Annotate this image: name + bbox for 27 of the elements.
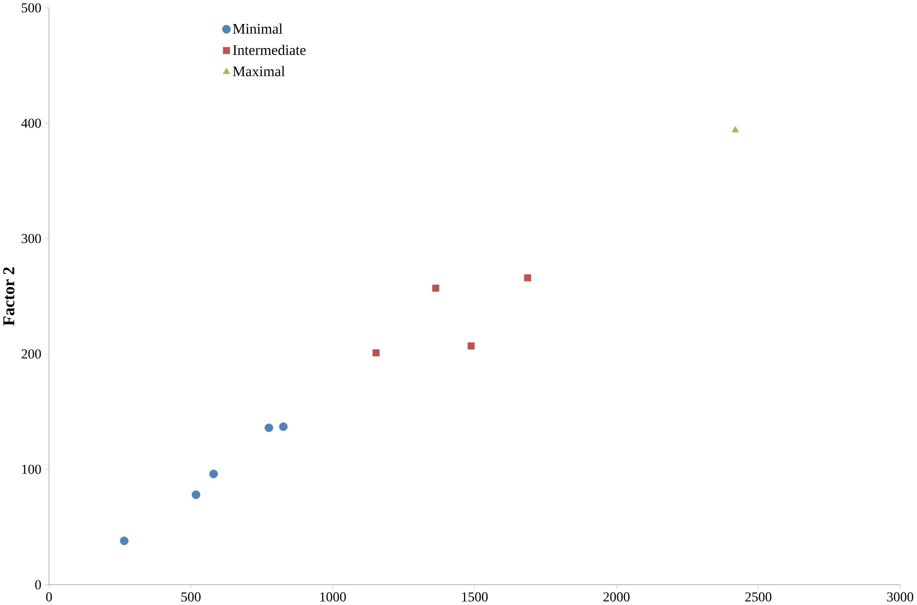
x-tick-label: 1000 — [320, 592, 346, 602]
y-tick-label: 100 — [22, 464, 41, 474]
point — [432, 284, 440, 292]
legend-label: Minimal — [232, 24, 282, 34]
point — [524, 274, 532, 282]
x-tick-label: 2000 — [603, 592, 630, 602]
legend-label: Maximal — [232, 66, 285, 76]
x-tick-label: 1500 — [462, 592, 488, 602]
y-tick-label: 400 — [21, 118, 41, 128]
y-tick-label: 0 — [35, 580, 41, 590]
x-tick-label: 3000 — [887, 592, 914, 602]
point — [372, 349, 380, 356]
legend-label: Intermediate — [233, 44, 306, 56]
x-tick-label: 0 — [46, 592, 52, 602]
y-tick-label: 200 — [22, 349, 41, 359]
point — [264, 424, 274, 432]
point — [120, 536, 128, 546]
x-tick-label: 2500 — [745, 592, 772, 602]
point — [192, 490, 200, 500]
point — [209, 470, 218, 478]
x-tick-label: 500 — [181, 592, 201, 602]
point — [468, 342, 475, 350]
y-tick-label: 500 — [22, 3, 41, 13]
point — [732, 126, 739, 132]
y-tick-label: 300 — [22, 234, 41, 244]
point — [279, 422, 288, 432]
y-axis-title: Factor 2 — [3, 268, 14, 326]
